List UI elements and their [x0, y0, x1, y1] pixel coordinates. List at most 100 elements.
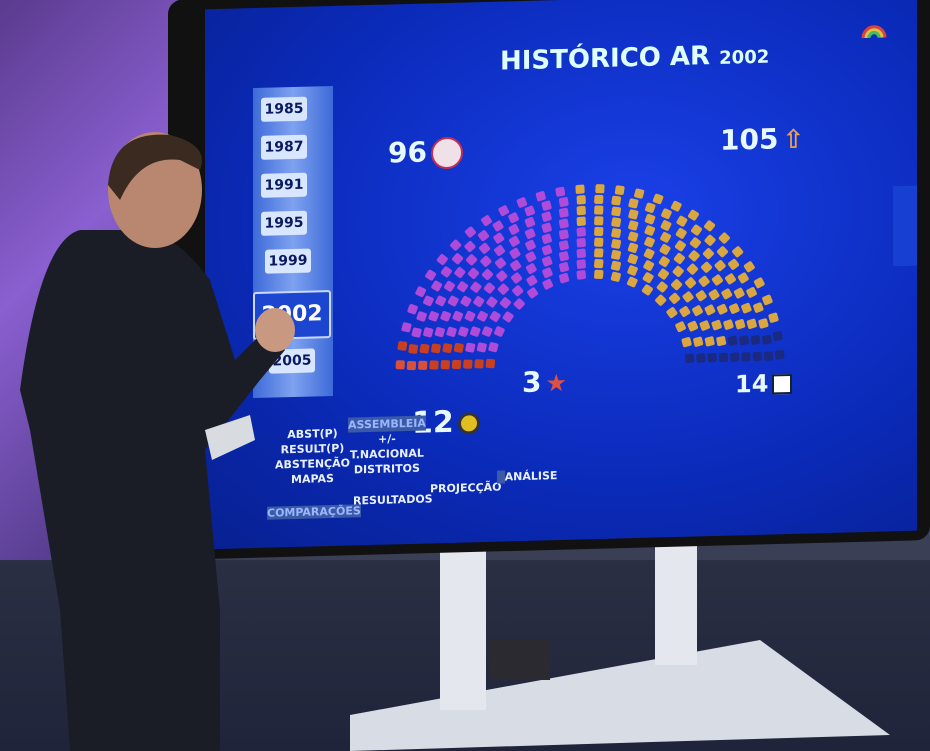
seat-party-2 [576, 227, 586, 237]
seat-party-2 [428, 311, 439, 322]
seat-party-2 [460, 295, 472, 307]
seat-party-2 [509, 235, 520, 247]
seat-party-1 [451, 359, 462, 370]
seat-party-2 [431, 280, 443, 292]
seat-party-3 [627, 242, 639, 253]
seat-party-3 [660, 220, 672, 231]
presenter [20, 132, 295, 751]
seat-party-2 [478, 230, 490, 242]
seat-party-3 [729, 303, 740, 314]
seat-party-3 [660, 231, 671, 243]
mid-menu: ASSEMBLEIA +/- T.NACIONAL DISTRITOS [348, 415, 426, 478]
seat-party-2 [576, 270, 586, 280]
seat-party-2 [457, 281, 469, 293]
seat-party-3 [679, 306, 691, 317]
seat-party-1 [440, 360, 450, 370]
seat-party-2 [558, 207, 569, 218]
seat-party-2 [535, 191, 546, 202]
seat-party-3 [675, 227, 687, 239]
seat-party-3 [693, 336, 704, 347]
seat-party-1 [463, 359, 473, 369]
seat-party-3 [655, 294, 667, 306]
seat-party-2 [542, 278, 554, 290]
seat-party-2 [436, 254, 448, 266]
seat-party-2 [480, 255, 492, 267]
seat-party-4 [752, 351, 762, 362]
seat-party-2 [496, 270, 508, 282]
seat-party-4 [775, 350, 785, 360]
seat-party-2 [497, 283, 509, 295]
seat-party-3 [594, 248, 604, 258]
menu-distritos[interactable]: DISTRITOS [353, 461, 420, 477]
seat-party-2 [435, 295, 447, 307]
seat-party-2 [481, 326, 493, 337]
seat-party-3 [732, 246, 744, 258]
seat-party-1 [397, 341, 408, 351]
seat-party-3 [594, 226, 604, 237]
seat-party-2 [559, 262, 570, 273]
seat-party-3 [716, 303, 728, 315]
seat-party-3 [634, 188, 645, 199]
seat-party-2 [458, 326, 469, 337]
seat-party-3 [672, 265, 684, 277]
seat-party-2 [513, 298, 525, 310]
seat-party-3 [758, 318, 769, 329]
menu-assembleia[interactable]: ASSEMBLEIA [348, 415, 426, 433]
seat-party-3 [652, 193, 664, 205]
seat-party-3 [576, 195, 586, 205]
seat-party-2 [425, 269, 437, 281]
seat-party-3 [690, 224, 702, 236]
seat-party-2 [486, 296, 498, 308]
seat-party-2 [525, 263, 537, 275]
seat-party-3 [687, 320, 699, 332]
seat-party-3 [692, 305, 703, 317]
seat-party-2 [434, 327, 445, 338]
seat-party-4 [696, 353, 706, 363]
seat-party-2 [423, 327, 434, 338]
seat-party-2 [489, 311, 501, 322]
seat-party-3 [644, 213, 656, 225]
seat-party-0 [395, 360, 405, 370]
seat-party-3 [576, 205, 586, 216]
seat-party-4 [707, 353, 717, 363]
seat-party-2 [454, 267, 466, 279]
seat-party-2 [559, 273, 570, 284]
side-panel-tab[interactable] [893, 185, 917, 267]
seat-party-4 [730, 352, 740, 362]
seat-party-3 [670, 200, 682, 212]
seat-party-2 [558, 229, 569, 240]
seat-party-3 [735, 319, 746, 330]
seat-party-3 [768, 312, 779, 323]
seat-party-3 [661, 208, 672, 220]
seat-party-3 [594, 259, 604, 269]
seat-party-2 [541, 222, 552, 233]
seat-party-1 [431, 343, 441, 354]
seat-party-3 [682, 291, 694, 303]
seat-party-2 [524, 228, 536, 239]
seat-party-2 [473, 296, 485, 308]
seat-party-2 [467, 267, 480, 279]
seat-party-3 [725, 273, 736, 285]
seat-party-3 [611, 228, 622, 238]
seat-party-3 [628, 209, 639, 220]
seat-party-3 [628, 231, 639, 242]
tab-projeccao[interactable]: PROJECÇÃO [430, 480, 502, 496]
seat-party-4 [718, 352, 729, 363]
seat-party-2 [512, 285, 524, 297]
seat-party-2 [470, 326, 481, 337]
seat-party-2 [466, 254, 478, 266]
seat-party-3 [626, 276, 638, 288]
seat-party-2 [493, 232, 505, 244]
seat-party-2 [476, 342, 487, 353]
tab-analise[interactable]: ANÁLISE [497, 468, 557, 485]
seat-party-3 [611, 239, 622, 249]
seat-party-0 [418, 360, 428, 370]
seat-party-3 [695, 290, 707, 302]
seat-party-0 [406, 361, 417, 371]
seat-party-2 [483, 282, 495, 294]
tab-resultados[interactable]: RESULTADOS [353, 492, 433, 508]
seat-party-2 [527, 287, 539, 299]
seat-party-3 [641, 284, 653, 296]
seat-party-2 [576, 237, 586, 248]
seat-party-2 [576, 259, 586, 269]
